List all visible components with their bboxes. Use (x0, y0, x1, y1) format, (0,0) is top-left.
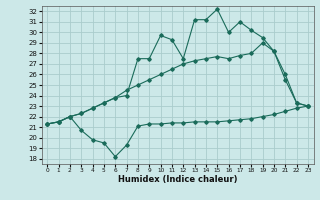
X-axis label: Humidex (Indice chaleur): Humidex (Indice chaleur) (118, 175, 237, 184)
